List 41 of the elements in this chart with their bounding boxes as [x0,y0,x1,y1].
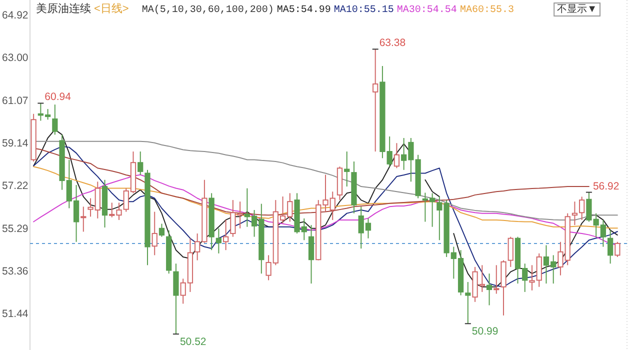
text: MA5:54.99 [276,5,331,16]
annotation: 50.99 [472,326,498,338]
y-tick-label: 59.14 [2,138,28,150]
y-tick-label: 63.00 [2,52,28,64]
chart-subtitle: <日线> [94,2,129,15]
candlestick [614,241,620,258]
text: MA60:55.3 [460,5,514,16]
candlestick [608,230,614,264]
candlestick [308,224,314,284]
candlestick [465,281,471,324]
candlestick [80,206,86,232]
y-tick-label: 55.29 [2,222,28,235]
candlestick [158,223,165,238]
y-tick-label: 53.36 [2,266,28,278]
annotation: 63.38 [379,37,406,50]
annotation: MA(5,10,30,60,100,200) [142,4,274,16]
candlestick [138,151,144,176]
candlestick [216,228,222,254]
candlestick [372,48,378,152]
chart-title: 美原油连续 [36,2,91,15]
annotation: 60.94 [44,91,72,104]
candlestick [494,264,500,294]
y-tick-label: 57.22 [2,180,28,192]
candlestick [52,104,58,136]
text: MA30:54.54 [396,5,457,16]
annotation: 50.52 [180,336,206,348]
candlestick [223,219,229,251]
candlestick [173,263,179,335]
annotation: 56.92 [592,180,620,192]
text: MA10:55.15 [334,5,394,16]
y-tick-label: 51.44 [2,308,28,320]
y-tick-label: 61.07 [2,94,28,107]
y-tick-label: 64.92 [2,10,28,22]
candlestick [152,211,158,256]
candlestick [344,151,350,188]
annotation: 不显示▼ [557,4,597,15]
candlestick [508,236,514,268]
candlestick [394,142,400,169]
candlestick [572,201,578,226]
candlestick [486,273,492,306]
candlestick [579,196,585,220]
